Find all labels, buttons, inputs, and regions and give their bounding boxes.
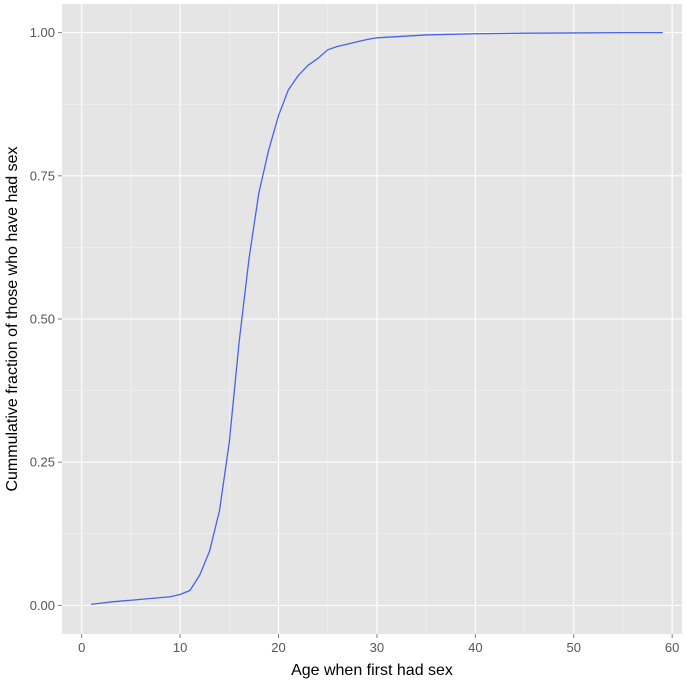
data-point	[356, 41, 358, 43]
x-tick-label: 60	[665, 640, 679, 655]
data-point	[110, 601, 112, 603]
data-point	[287, 89, 289, 91]
data-point	[523, 32, 525, 34]
x-tick-label: 0	[78, 640, 85, 655]
data-point	[661, 31, 663, 33]
data-point	[336, 45, 338, 47]
data-point	[248, 258, 250, 260]
x-tick-label: 30	[370, 640, 384, 655]
data-point	[425, 34, 427, 36]
data-point	[238, 341, 240, 343]
data-point	[327, 49, 329, 51]
y-tick-label: 0.25	[30, 455, 55, 470]
data-point	[277, 114, 279, 116]
axis-tick-labels: 0 10 20 30 40 50 60 0.00 0.25 0.50 0.75 1.00	[30, 25, 680, 655]
y-tick-label: 0.75	[30, 168, 55, 183]
x-tick-label: 40	[468, 640, 482, 655]
cumulative-fraction-line	[90, 31, 663, 605]
y-tick-label: 0.00	[30, 598, 55, 613]
data-point	[228, 441, 230, 443]
data-point	[307, 64, 309, 66]
data-point	[258, 192, 260, 194]
axis-ticks	[58, 32, 673, 638]
data-point	[317, 57, 319, 59]
data-point	[218, 510, 220, 512]
x-tick-label: 10	[173, 640, 187, 655]
y-axis-title: Cummulative fraction of those who have h…	[4, 146, 21, 491]
data-point	[366, 38, 368, 40]
data-point	[208, 550, 210, 552]
data-point	[474, 33, 476, 35]
data-point	[149, 597, 151, 599]
data-point	[573, 32, 575, 34]
data-point	[189, 589, 191, 591]
x-tick-label: 50	[567, 640, 581, 655]
data-point	[130, 599, 132, 601]
data-point	[90, 603, 92, 605]
data-point	[169, 596, 171, 598]
y-tick-label: 0.50	[30, 312, 55, 327]
data-point	[267, 149, 269, 151]
data-point	[179, 593, 181, 595]
data-point	[297, 74, 299, 76]
data-point	[346, 43, 348, 45]
x-tick-label: 20	[271, 640, 285, 655]
data-point	[376, 37, 378, 39]
x-axis-title: Age when first had sex	[291, 662, 453, 679]
y-tick-label: 1.00	[30, 25, 55, 40]
data-point	[622, 31, 624, 33]
major-gridlines	[62, 4, 682, 634]
data-point	[199, 574, 201, 576]
